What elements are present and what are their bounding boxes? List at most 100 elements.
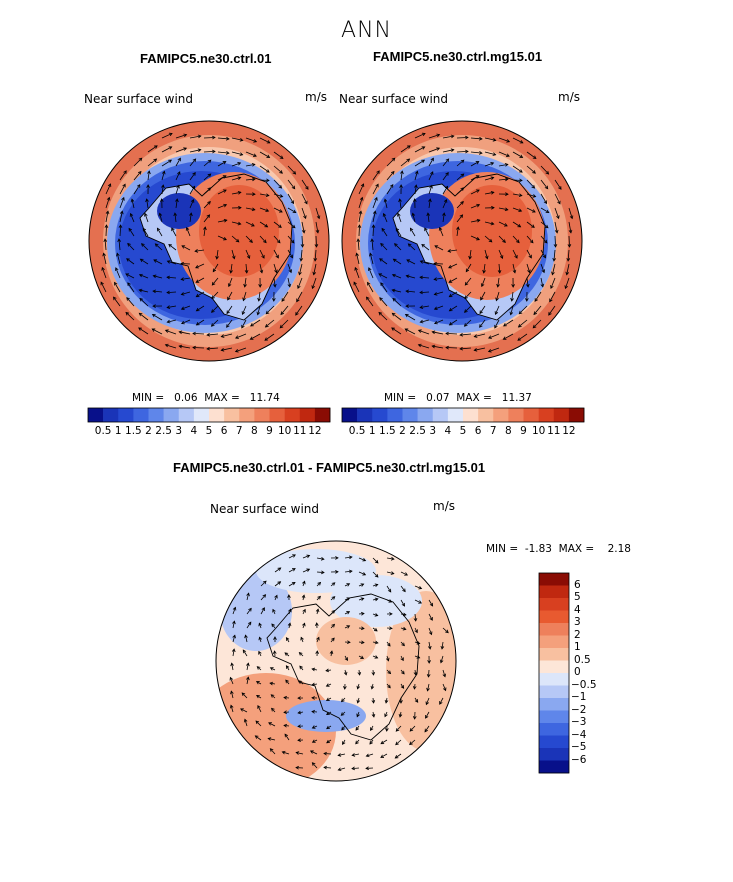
right-map-wind-arrowhead bbox=[369, 252, 373, 257]
left-map-wind-arrowhead bbox=[275, 254, 279, 259]
diff-map-wind-arrowhead bbox=[384, 699, 389, 704]
right-map-wind-arrowhead bbox=[476, 236, 480, 241]
right-map-wind-vector bbox=[392, 274, 402, 279]
diff-map-wind-arrowhead bbox=[412, 716, 417, 720]
right-map-wind-arrowhead bbox=[552, 257, 557, 262]
right-map-wind-vector bbox=[512, 249, 518, 259]
left-map-wind-vector bbox=[241, 319, 247, 329]
left-colorbar-swatch bbox=[224, 408, 240, 422]
right-map-wind-arrowhead bbox=[353, 281, 357, 286]
right-map-wind-arrowhead bbox=[565, 271, 570, 276]
left-map-wind-vector bbox=[175, 171, 181, 181]
diff-map-wind-arrowhead bbox=[284, 652, 289, 656]
diff-map-wind-arrowhead bbox=[306, 568, 311, 572]
diff-map-wind-arrowhead bbox=[246, 662, 250, 667]
right-map-wind-arrowhead bbox=[456, 226, 460, 231]
diff-map-wind-arrowhead bbox=[401, 642, 405, 647]
left-map-wind-arrowhead bbox=[251, 162, 256, 167]
diff-map-wind-arrowhead bbox=[402, 588, 406, 593]
diff-map-wind-arrowhead bbox=[360, 611, 365, 616]
right-map-wind-vector bbox=[456, 214, 463, 223]
right-map-wind-arrowhead bbox=[502, 336, 507, 340]
left-map-wind-vector bbox=[300, 249, 303, 261]
right-map-wind-vector bbox=[358, 224, 360, 237]
right-map-wind-arrowhead bbox=[517, 337, 522, 341]
left-map-wind-arrowhead bbox=[192, 331, 196, 336]
right-map-wind-vector bbox=[378, 312, 388, 321]
left-map-wind-arrowhead bbox=[100, 281, 104, 286]
left-map-wind-vector bbox=[203, 159, 212, 167]
diff-colorbar-tick-label: 2 bbox=[574, 628, 581, 641]
left-map-wind-arrowhead bbox=[126, 297, 130, 301]
left-map-wind-arrowhead bbox=[195, 279, 200, 283]
right-map-wind-vector bbox=[484, 177, 494, 181]
right-map-wind-vector bbox=[442, 213, 445, 223]
right-map-wind-vector bbox=[565, 277, 570, 289]
left-map-wind-vector bbox=[195, 263, 205, 269]
diff-map-wind-arrowhead bbox=[385, 657, 390, 662]
diff-map-wind-vector bbox=[240, 708, 248, 713]
right-map-wind-arrowhead bbox=[460, 187, 465, 191]
left-map-wind-arrowhead bbox=[242, 297, 246, 302]
left-map-wind-vector bbox=[244, 277, 247, 287]
diff-map-wind-arrowhead bbox=[331, 637, 335, 642]
right-map-wind-vector bbox=[414, 133, 426, 139]
left-colorbar-swatch bbox=[284, 408, 301, 422]
right-map-wind-arrowhead bbox=[358, 210, 363, 215]
right-map-wind-arrowhead bbox=[519, 140, 524, 144]
left-map-wind-vector bbox=[165, 344, 177, 349]
left-map-wind-vector bbox=[273, 277, 276, 287]
right-map-wind-arrowhead bbox=[445, 345, 449, 350]
right-map-wind-arrowhead bbox=[356, 238, 361, 243]
panel-left-polar-map bbox=[88, 120, 330, 362]
right-colorbar-tick-label: 2.5 bbox=[409, 425, 426, 437]
left-map-wind-vector bbox=[175, 134, 187, 139]
right-map-wind-arrowhead bbox=[509, 311, 514, 316]
right-colorbar-tick-label: 7 bbox=[489, 425, 497, 437]
left-map-wind-vector bbox=[231, 249, 235, 259]
left-map-wind-arrowhead bbox=[249, 336, 254, 340]
left-map-wind-vector bbox=[228, 277, 233, 287]
diff-colorbar-swatch bbox=[539, 748, 569, 761]
right-map-wind-arrowhead bbox=[480, 283, 485, 288]
diff-map-wind-arrowhead bbox=[272, 650, 277, 655]
diff-colorbar-swatch bbox=[539, 760, 569, 774]
right-map-wind-arrowhead bbox=[389, 183, 394, 188]
diff-map-wind-vector bbox=[370, 725, 374, 731]
diff-map-wind-vector bbox=[386, 669, 391, 674]
diff-map-wind-arrowhead bbox=[429, 602, 434, 607]
diff-map-wind-vector bbox=[414, 627, 418, 633]
right-map-wind-arrowhead bbox=[531, 184, 536, 189]
diff-map-wind-vector bbox=[386, 641, 391, 647]
left-map-wind-arrowhead bbox=[279, 194, 284, 198]
diff-map-wind-arrowhead bbox=[297, 696, 301, 700]
left-map-wind-vector bbox=[155, 243, 163, 251]
right-map-wind-arrowhead bbox=[390, 170, 395, 175]
left-colorbar-swatch bbox=[269, 408, 285, 422]
left-map-wind-vector bbox=[257, 305, 261, 315]
right-map-wind-arrowhead bbox=[434, 245, 439, 249]
left-map-wind-vector bbox=[147, 145, 158, 153]
right-map-wind-vector bbox=[526, 249, 532, 259]
right-colorbar-tick-label: 2 bbox=[399, 425, 406, 437]
right-map-wind-vector bbox=[512, 207, 522, 212]
left-map-wind-vector bbox=[217, 151, 229, 154]
right-map-wind-vector bbox=[442, 158, 449, 167]
left-map-wind-arrowhead bbox=[244, 269, 249, 274]
right-map-wind-arrowhead bbox=[406, 158, 411, 163]
right-colorbar-swatch bbox=[402, 408, 418, 422]
diff-map-wind-vector bbox=[442, 683, 447, 691]
left-map-wind-vector bbox=[295, 305, 303, 316]
diff-map-wind-vector bbox=[427, 683, 430, 691]
diff-colorbar-swatch bbox=[539, 698, 569, 711]
left-colorbar-swatch bbox=[209, 408, 225, 422]
right-map-wind-vector bbox=[479, 305, 486, 314]
right-map-wind-vector bbox=[494, 319, 500, 329]
left-colorbar-swatch bbox=[239, 408, 255, 422]
panel-right-stats: MIN = 0.07 MAX = 11.37 bbox=[384, 392, 532, 404]
diff-map-wind-arrowhead bbox=[269, 681, 274, 686]
diff-map-wind-arrowhead bbox=[321, 570, 325, 575]
diff-map-wind-vector bbox=[358, 583, 364, 587]
right-map-wind-arrowhead bbox=[424, 227, 428, 232]
left-map-wind-vector bbox=[196, 305, 205, 312]
